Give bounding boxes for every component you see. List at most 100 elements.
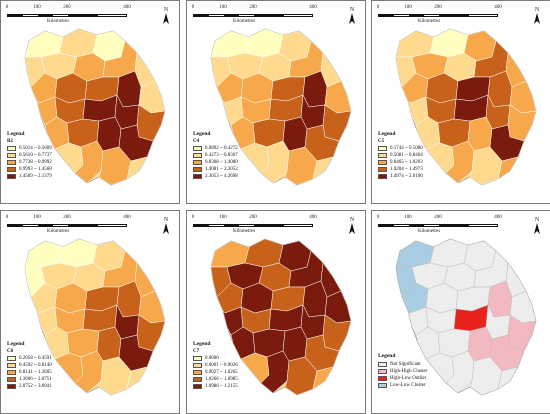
legend-label: 0.0000 — [205, 356, 219, 361]
county-region — [282, 116, 308, 152]
legend-label: 0.5081 ~ 0.8464 — [390, 153, 423, 158]
county-region — [240, 352, 270, 384]
legend-label: Not Significant — [390, 362, 421, 367]
legend-swatch — [193, 146, 202, 151]
scale-tick-label: 400 — [494, 215, 502, 220]
legend-swatch — [193, 377, 202, 382]
map-legend: Legend C6 0.2058 ~ 0.4591 0.4592 ~ 0.8140 0.… — [7, 341, 52, 390]
legend-label: 1.0266 ~ 1.0985 — [205, 377, 238, 382]
choropleth-map — [395, 238, 537, 396]
scale-tick-label: 100 — [219, 5, 227, 10]
scale-tick-label: 0 — [376, 5, 380, 10]
legend-swatch — [378, 174, 387, 179]
choropleth-map — [210, 28, 352, 186]
legend-label: 1.4081 ~ 2.3052 — [205, 167, 238, 172]
legend-label: 0.5014 ~ 0.5609 — [19, 146, 52, 151]
scale-unit: Kilometres — [233, 19, 256, 24]
legend-swatch — [378, 383, 387, 388]
county-region — [54, 352, 84, 384]
legend-label: 0.1744 ~ 0.5080 — [390, 146, 423, 151]
legend-item: Not Significant — [378, 361, 427, 368]
county-region — [244, 29, 284, 58]
legend-swatch — [378, 153, 387, 158]
scale-tick-label: 0 — [191, 215, 195, 220]
scale-tick-label: 0 — [5, 5, 9, 10]
legend-variable: C4 — [193, 139, 200, 144]
map-legend: Legend B2 0.5014 ~ 0.5609 0.5610 ~ 0.7737 0.… — [7, 131, 52, 180]
legend-title: Legend — [7, 131, 25, 137]
scale-unit: Kilometres — [47, 229, 70, 234]
legend-swatch — [7, 160, 16, 165]
legend-swatch — [193, 174, 202, 179]
scale-bar: 0 100 200 400 Kilometres — [191, 215, 317, 241]
county-region — [467, 116, 493, 152]
legend-swatch — [7, 146, 16, 151]
legend-swatch — [378, 376, 387, 381]
north-label: N — [534, 217, 540, 223]
legend-item: High-High Cluster — [378, 368, 427, 375]
legend-label: High-High Cluster — [390, 369, 428, 374]
county-region — [244, 239, 284, 268]
county-region — [240, 142, 270, 174]
legend-swatch — [378, 160, 387, 165]
scale-tick-label: 200 — [63, 215, 71, 220]
north-label: N — [163, 7, 169, 13]
map-panel-c5: 0 100 200 400 Kilometres N Legend C5 0.1744 ~ 0.… — [371, 0, 550, 204]
map-legend: Legend C4 0.0892 ~ 0.4272 0.4273 ~ 0.8307 0.… — [193, 131, 238, 180]
legend-swatch — [378, 369, 387, 374]
scale-tick-label: 200 — [249, 215, 257, 220]
scale-ticks: 0 100 200 400 — [191, 5, 317, 13]
legend-label: 1.4569 ~ 2.1379 — [19, 174, 52, 179]
scale-bar: 0 100 200 400 Kilometres — [6, 215, 131, 241]
scale-bar-graphic — [378, 224, 498, 227]
legend-swatch — [7, 377, 16, 382]
scale-ticks: 0 100 200 400 — [6, 215, 131, 223]
county-region — [445, 140, 475, 184]
legend-title: Legend — [193, 341, 211, 347]
scale-ticks: 0 100 200 400 — [191, 215, 317, 223]
legend-item: 0.9993 ~ 1.4568 — [7, 166, 52, 173]
legend-swatch — [378, 146, 387, 151]
legend-item: 0.2058 ~ 0.4591 — [7, 355, 52, 362]
county-region — [425, 142, 455, 174]
county-region — [429, 29, 469, 58]
scale-tick-label: 200 — [249, 5, 257, 10]
legend-label: 1.0986 ~ 1.2155 — [205, 384, 238, 389]
legend-title: Legend — [378, 131, 396, 137]
legend-swatch — [7, 384, 16, 389]
map-legend: Legend C5 0.1744 ~ 0.5080 0.5081 ~ 0.8464 0.… — [378, 131, 423, 180]
legend-label: 0.0892 ~ 0.4272 — [205, 146, 238, 151]
legend-label: 0.7738 ~ 0.9992 — [19, 160, 52, 165]
scale-unit: Kilometres — [418, 229, 441, 234]
legend-swatch — [378, 167, 387, 172]
legend-label: 0.4592 ~ 0.8140 — [19, 363, 52, 368]
north-label: N — [349, 217, 355, 223]
scale-tick-label: 400 — [123, 215, 131, 220]
legend-swatch — [193, 363, 202, 368]
county-region — [54, 142, 84, 174]
legend-swatch — [193, 167, 202, 172]
legend-item: 0.9027 ~ 1.0265 — [193, 369, 238, 376]
scale-ticks: 0 100 200 400 — [376, 5, 502, 13]
map-panel-b2: 0 100 200 400 Kilometres N Legend B2 0.5014 ~ 0.… — [0, 0, 180, 204]
county-region — [425, 352, 455, 384]
legend-item: 1.0986 ~ 1.2155 — [193, 383, 238, 390]
scale-tick-label: 0 — [191, 5, 195, 10]
legend-item: High-Low Outlier — [378, 375, 427, 382]
north-arrow-icon: N — [159, 7, 173, 25]
legend-item: 1.3606 ~ 2.0751 — [7, 376, 52, 383]
county-region — [74, 140, 104, 184]
scale-bar-graphic — [7, 224, 127, 227]
north-arrow-icon: N — [345, 7, 359, 25]
legend-swatch — [193, 384, 202, 389]
legend-label: 0.9993 ~ 1.4568 — [19, 167, 52, 172]
legend-item: 0.5081 ~ 0.8464 — [378, 152, 423, 159]
legend-item: 0.7738 ~ 0.9992 — [7, 159, 52, 166]
scale-tick-label: 400 — [309, 215, 317, 220]
scale-tick-label: 400 — [123, 5, 131, 10]
legend-label: 1.4974 ~ 2.0100 — [390, 174, 423, 179]
legend-item: 0.8465 ~ 1.0203 — [378, 159, 423, 166]
legend-item: 0.0000 — [193, 355, 238, 362]
county-region — [284, 356, 318, 395]
county-region — [467, 326, 493, 362]
